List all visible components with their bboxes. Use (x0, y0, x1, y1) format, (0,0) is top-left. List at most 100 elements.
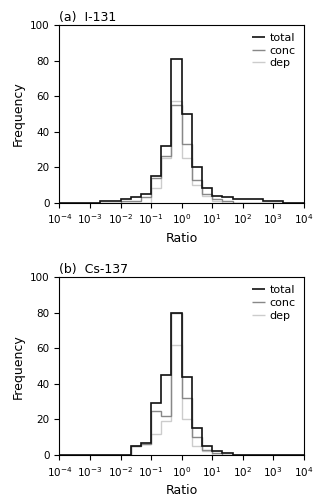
Line: total: total (59, 59, 304, 203)
total (231, 194, 234, 200)
total (98, 200, 102, 205)
dep (180, 156, 183, 162)
conc (119, 452, 122, 458)
dep (119, 452, 122, 458)
dep (78, 200, 82, 205)
dep (139, 200, 143, 205)
conc (98, 200, 102, 205)
conc (200, 176, 204, 182)
dep (180, 416, 183, 422)
dep (180, 342, 183, 348)
conc (78, 200, 82, 205)
conc (210, 450, 214, 456)
total (98, 452, 102, 458)
conc (200, 446, 204, 452)
total (180, 56, 183, 62)
conc (281, 200, 285, 205)
dep (190, 156, 193, 162)
conc (281, 200, 285, 205)
conc (98, 200, 102, 205)
dep (139, 200, 143, 205)
conc (170, 102, 173, 108)
total (241, 452, 244, 458)
conc (139, 194, 143, 200)
conc (302, 452, 305, 458)
dep (159, 430, 163, 436)
total (119, 452, 122, 458)
dep (220, 200, 224, 205)
total (170, 310, 173, 316)
conc (129, 198, 132, 204)
conc (190, 141, 193, 147)
conc (261, 452, 265, 458)
X-axis label: Ratio: Ratio (165, 484, 198, 497)
conc (119, 200, 122, 205)
total (139, 443, 143, 449)
conc (149, 194, 153, 200)
conc (261, 200, 265, 205)
conc (139, 198, 143, 204)
conc (149, 442, 153, 448)
total (231, 450, 234, 456)
dep (231, 200, 234, 205)
conc (261, 452, 265, 458)
total (149, 400, 153, 406)
dep (180, 98, 183, 104)
total (241, 196, 244, 202)
conc (220, 452, 224, 458)
conc (190, 176, 193, 182)
total (129, 196, 132, 202)
dep (281, 452, 285, 458)
conc (190, 434, 193, 440)
total (170, 143, 173, 149)
total (159, 372, 163, 378)
dep (200, 182, 204, 188)
total (119, 452, 122, 458)
dep (149, 200, 153, 205)
total (261, 198, 265, 204)
total (220, 450, 224, 456)
total (159, 400, 163, 406)
dep (139, 443, 143, 449)
Line: dep: dep (59, 102, 304, 202)
total (78, 452, 82, 458)
dep (159, 156, 163, 162)
conc (220, 450, 224, 456)
total (78, 200, 82, 205)
conc (78, 452, 82, 458)
total (149, 440, 153, 446)
dep (159, 418, 163, 424)
Text: (b)  Cs-137: (b) Cs-137 (59, 263, 129, 276)
total (119, 198, 122, 204)
total (149, 191, 153, 197)
conc (220, 196, 224, 202)
Y-axis label: Frequency: Frequency (12, 334, 24, 398)
dep (210, 452, 214, 458)
dep (210, 198, 214, 204)
X-axis label: Ratio: Ratio (165, 232, 198, 245)
dep (78, 452, 82, 458)
dep (200, 192, 204, 198)
dep (119, 200, 122, 205)
Line: total: total (59, 313, 304, 455)
dep (129, 452, 132, 458)
dep (58, 200, 61, 205)
dep (170, 156, 173, 162)
total (210, 448, 214, 454)
total (98, 198, 102, 204)
conc (78, 200, 82, 205)
dep (281, 452, 285, 458)
dep (119, 452, 122, 458)
dep (241, 452, 244, 458)
conc (139, 442, 143, 448)
total (241, 196, 244, 202)
dep (200, 448, 204, 454)
conc (231, 200, 234, 205)
dep (119, 200, 122, 205)
dep (190, 416, 193, 422)
Text: (a)  I-131: (a) I-131 (59, 11, 117, 24)
total (78, 452, 82, 458)
conc (210, 446, 214, 452)
dep (149, 186, 153, 192)
dep (302, 452, 305, 458)
